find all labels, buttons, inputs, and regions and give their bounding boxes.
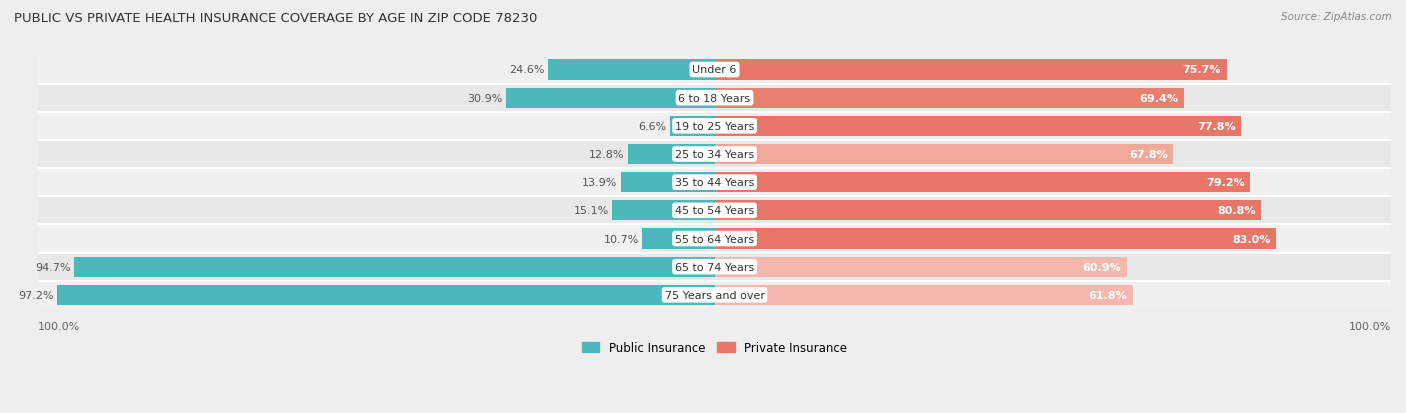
Bar (714, 285, 1133, 305)
Text: 19 to 25 Years: 19 to 25 Years (675, 121, 754, 131)
Bar (38, 84, 1391, 112)
Text: 79.2%: 79.2% (1206, 178, 1244, 188)
Bar (38, 197, 1391, 225)
Text: 77.8%: 77.8% (1197, 121, 1236, 131)
Bar (38, 112, 1391, 140)
Text: 13.9%: 13.9% (582, 178, 617, 188)
Bar (38, 140, 1391, 169)
Text: 61.8%: 61.8% (1088, 290, 1128, 300)
Bar (38, 56, 1391, 84)
Text: 94.7%: 94.7% (35, 262, 70, 272)
Bar (620, 173, 714, 193)
Bar (58, 285, 714, 305)
Text: 35 to 44 Years: 35 to 44 Years (675, 178, 754, 188)
Text: 6 to 18 Years: 6 to 18 Years (679, 93, 751, 103)
Text: Under 6: Under 6 (692, 65, 737, 75)
Bar (38, 281, 1391, 309)
Bar (714, 173, 1250, 193)
Text: 15.1%: 15.1% (574, 206, 609, 216)
Text: 67.8%: 67.8% (1129, 150, 1168, 159)
Text: PUBLIC VS PRIVATE HEALTH INSURANCE COVERAGE BY AGE IN ZIP CODE 78230: PUBLIC VS PRIVATE HEALTH INSURANCE COVER… (14, 12, 537, 25)
Bar (613, 201, 714, 221)
Bar (628, 145, 714, 165)
Bar (714, 88, 1184, 109)
Bar (714, 257, 1126, 277)
Bar (38, 169, 1391, 197)
Bar (38, 225, 1391, 253)
Bar (714, 201, 1261, 221)
Text: 100.0%: 100.0% (1348, 321, 1391, 331)
Text: 97.2%: 97.2% (18, 290, 53, 300)
Text: 75 Years and over: 75 Years and over (665, 290, 765, 300)
Text: 6.6%: 6.6% (638, 121, 666, 131)
Text: Source: ZipAtlas.com: Source: ZipAtlas.com (1281, 12, 1392, 22)
Text: 69.4%: 69.4% (1140, 93, 1178, 103)
Bar (643, 229, 714, 249)
Text: 75.7%: 75.7% (1182, 65, 1222, 75)
Text: 12.8%: 12.8% (589, 150, 624, 159)
Text: 100.0%: 100.0% (38, 321, 80, 331)
Bar (38, 253, 1391, 281)
Text: 60.9%: 60.9% (1083, 262, 1121, 272)
Text: 65 to 74 Years: 65 to 74 Years (675, 262, 754, 272)
Text: 30.9%: 30.9% (467, 93, 502, 103)
Text: 10.7%: 10.7% (603, 234, 638, 244)
Bar (548, 60, 714, 81)
Bar (714, 60, 1226, 81)
Legend: Public Insurance, Private Insurance: Public Insurance, Private Insurance (576, 337, 852, 359)
Bar (669, 116, 714, 137)
Bar (714, 229, 1277, 249)
Bar (506, 88, 714, 109)
Text: 25 to 34 Years: 25 to 34 Years (675, 150, 754, 159)
Text: 83.0%: 83.0% (1232, 234, 1271, 244)
Bar (714, 145, 1173, 165)
Text: 80.8%: 80.8% (1218, 206, 1256, 216)
Bar (75, 257, 714, 277)
Bar (714, 116, 1241, 137)
Text: 55 to 64 Years: 55 to 64 Years (675, 234, 754, 244)
Text: 24.6%: 24.6% (509, 65, 544, 75)
Text: 45 to 54 Years: 45 to 54 Years (675, 206, 754, 216)
